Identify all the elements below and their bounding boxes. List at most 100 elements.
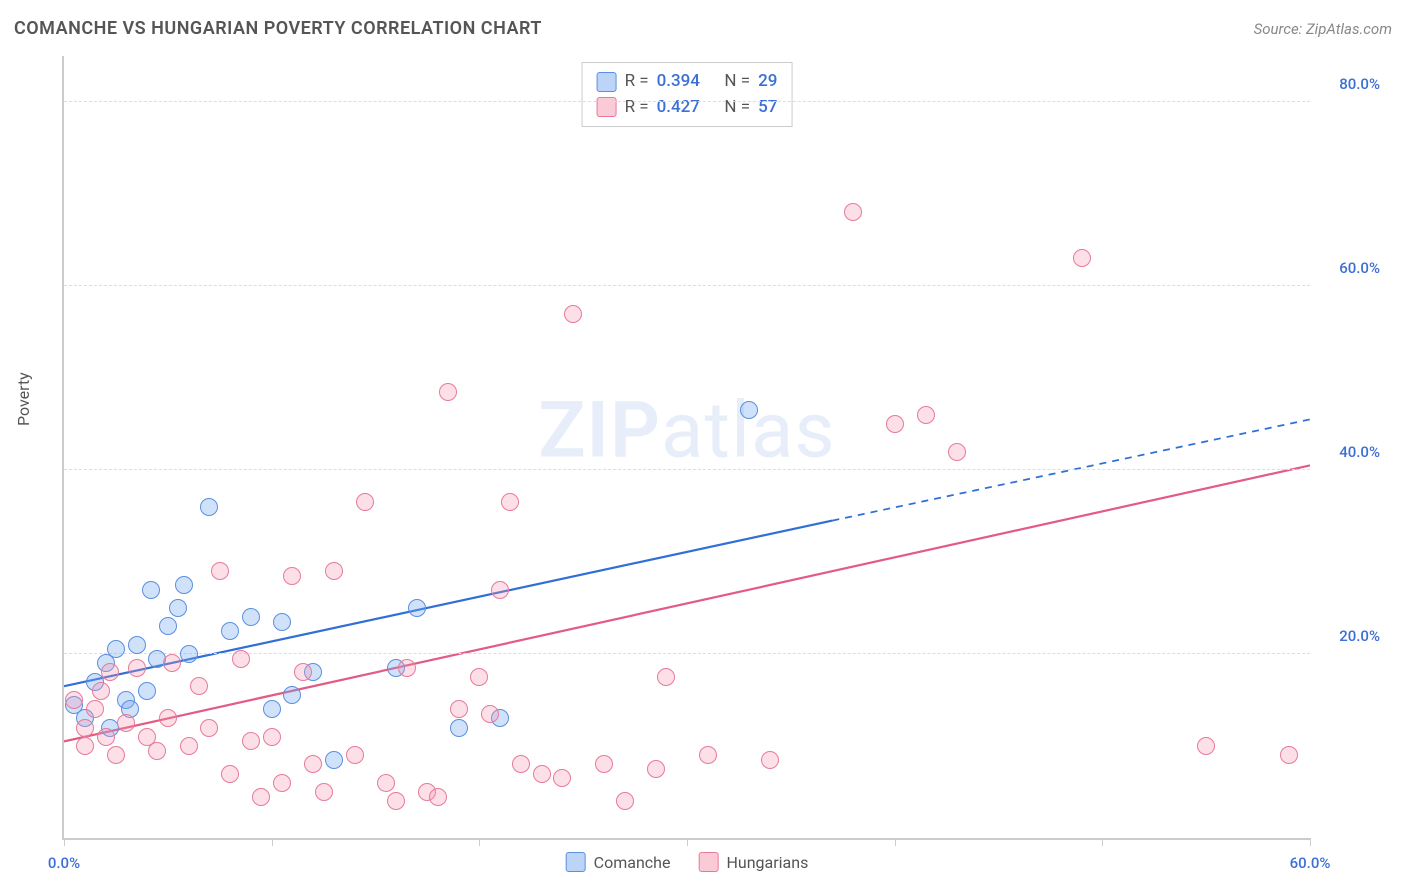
data-point [325,562,343,580]
data-point [699,746,717,764]
legend-item-hungarians: Hungarians [698,852,808,872]
data-point [128,636,146,654]
data-point [107,640,125,658]
data-point [97,728,115,746]
legend-stats-box: R = 0.394 N = 29 R = 0.427 N = 57 [582,62,793,127]
data-point [263,728,281,746]
data-point [917,406,935,424]
data-point [533,765,551,783]
data-point [142,581,160,599]
data-point [304,755,322,773]
data-point [429,788,447,806]
watermark: ZIPatlas [538,386,835,477]
legend-stats-row: R = 0.427 N = 57 [597,95,778,121]
data-point [117,714,135,732]
data-point [232,650,250,668]
x-tick-label: 60.0% [1290,854,1331,872]
swatch-hungarians [698,852,718,872]
data-point [564,305,582,323]
data-point [148,742,166,760]
data-point [273,613,291,631]
data-point [1197,737,1215,755]
data-point [273,774,291,792]
data-point [294,663,312,681]
data-point [740,401,758,419]
x-tick [895,838,896,846]
data-point [128,659,146,677]
trend-lines [64,56,1310,838]
y-tick-label: 40.0% [1320,443,1380,461]
trend-line [64,465,1310,741]
chart-source: Source: ZipAtlas.com [1254,20,1392,38]
data-point [315,783,333,801]
data-point [86,700,104,718]
data-point [1073,249,1091,267]
data-point [1280,746,1298,764]
x-tick-label: 0.0% [48,854,80,872]
data-point [356,493,374,511]
data-point [470,668,488,686]
data-point [252,788,270,806]
data-point [159,709,177,727]
data-point [439,383,457,401]
legend-stats-row: R = 0.394 N = 29 [597,69,778,95]
data-point [647,760,665,778]
data-point [76,737,94,755]
data-point [169,599,187,617]
scatter-plot: ZIPatlas R = 0.394 N = 29 R = 0.427 N = … [62,56,1310,840]
data-point [107,746,125,764]
legend-bottom: Comanche Hungarians [566,852,809,872]
data-point [138,682,156,700]
data-point [180,737,198,755]
swatch-comanche [597,72,617,92]
gridline [64,653,1310,654]
data-point [450,700,468,718]
data-point [221,765,239,783]
data-point [450,719,468,737]
data-point [76,719,94,737]
data-point [616,792,634,810]
data-point [491,581,509,599]
chart-area: Poverty ZIPatlas R = 0.394 N = 29 R = 0.… [20,50,1386,882]
y-axis-label: Poverty [14,372,33,426]
data-point [325,751,343,769]
data-point [844,203,862,221]
data-point [92,682,110,700]
data-point [886,415,904,433]
data-point [346,746,364,764]
y-tick-label: 80.0% [1320,75,1380,93]
data-point [283,686,301,704]
data-point [180,645,198,663]
data-point [200,498,218,516]
data-point [377,774,395,792]
data-point [283,567,301,585]
y-tick-label: 60.0% [1320,259,1380,277]
trend-line-extrapolated [832,419,1310,520]
chart-title: COMANCHE VS HUNGARIAN POVERTY CORRELATIO… [14,18,542,39]
gridline [64,285,1310,286]
swatch-comanche [566,852,586,872]
data-point [761,751,779,769]
gridline [64,469,1310,470]
data-point [242,608,260,626]
data-point [175,576,193,594]
data-point [221,622,239,640]
data-point [512,755,530,773]
data-point [263,700,281,718]
x-tick [687,838,688,846]
x-tick [272,838,273,846]
data-point [948,443,966,461]
data-point [408,599,426,617]
data-point [211,562,229,580]
legend-item-comanche: Comanche [566,852,671,872]
gridline [64,101,1310,102]
x-tick [64,838,65,846]
data-point [242,732,260,750]
x-tick [1310,838,1311,846]
data-point [65,691,83,709]
x-tick [479,838,480,846]
data-point [387,792,405,810]
y-tick-label: 20.0% [1320,627,1380,645]
chart-header: COMANCHE VS HUNGARIAN POVERTY CORRELATIO… [14,18,1392,39]
x-tick [1102,838,1103,846]
